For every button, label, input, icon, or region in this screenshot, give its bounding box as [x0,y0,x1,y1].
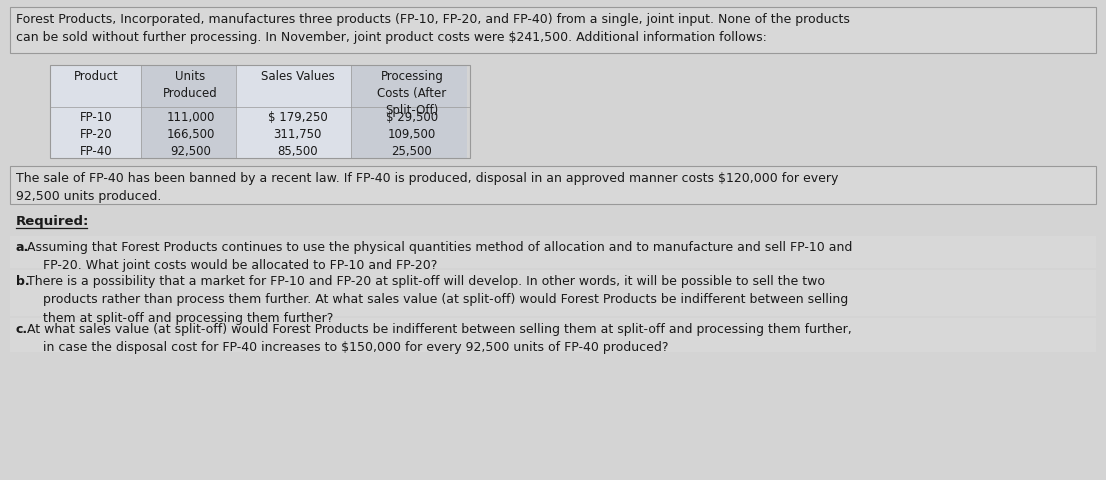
Text: 166,500: 166,500 [166,128,215,141]
Text: $ 179,250: $ 179,250 [268,111,327,124]
FancyBboxPatch shape [10,167,1096,204]
Text: 92,500: 92,500 [170,144,211,157]
Text: FP-10: FP-10 [80,111,113,124]
FancyBboxPatch shape [140,66,240,159]
Text: There is a possibility that a market for FP-10 and FP-20 at split-off will devel: There is a possibility that a market for… [27,275,848,324]
Text: Units
Produced: Units Produced [163,70,218,100]
Text: 25,500: 25,500 [392,144,432,157]
Text: c.: c. [15,323,28,336]
Text: Forest Products, Incorporated, manufactures three products (FP-10, FP-20, and FP: Forest Products, Incorporated, manufactu… [15,13,849,45]
Text: 85,500: 85,500 [278,144,317,157]
Text: 111,000: 111,000 [166,111,215,124]
Text: Required:: Required: [15,215,90,228]
FancyBboxPatch shape [51,66,145,159]
Text: Sales Values: Sales Values [261,70,334,83]
Text: Assuming that Forest Products continues to use the physical quantities method of: Assuming that Forest Products continues … [27,240,853,272]
Text: a.: a. [15,240,29,253]
Text: FP-40: FP-40 [80,144,113,157]
Text: 109,500: 109,500 [388,128,436,141]
Text: Product: Product [74,70,118,83]
FancyBboxPatch shape [10,318,1096,352]
Text: $ 29,500: $ 29,500 [386,111,438,124]
Text: The sale of FP-40 has been banned by a recent law. If FP-40 is produced, disposa: The sale of FP-40 has been banned by a r… [15,172,838,203]
FancyBboxPatch shape [236,66,355,159]
FancyBboxPatch shape [10,237,1096,268]
Text: Processing
Costs (After
Split-Off): Processing Costs (After Split-Off) [377,70,447,117]
Text: 311,750: 311,750 [273,128,322,141]
FancyBboxPatch shape [10,8,1096,54]
FancyBboxPatch shape [10,270,1096,316]
Text: FP-20: FP-20 [80,128,113,141]
Text: b.: b. [15,275,30,288]
Text: At what sales value (at split-off) would Forest Products be indifferent between : At what sales value (at split-off) would… [27,323,852,354]
FancyBboxPatch shape [351,66,467,159]
